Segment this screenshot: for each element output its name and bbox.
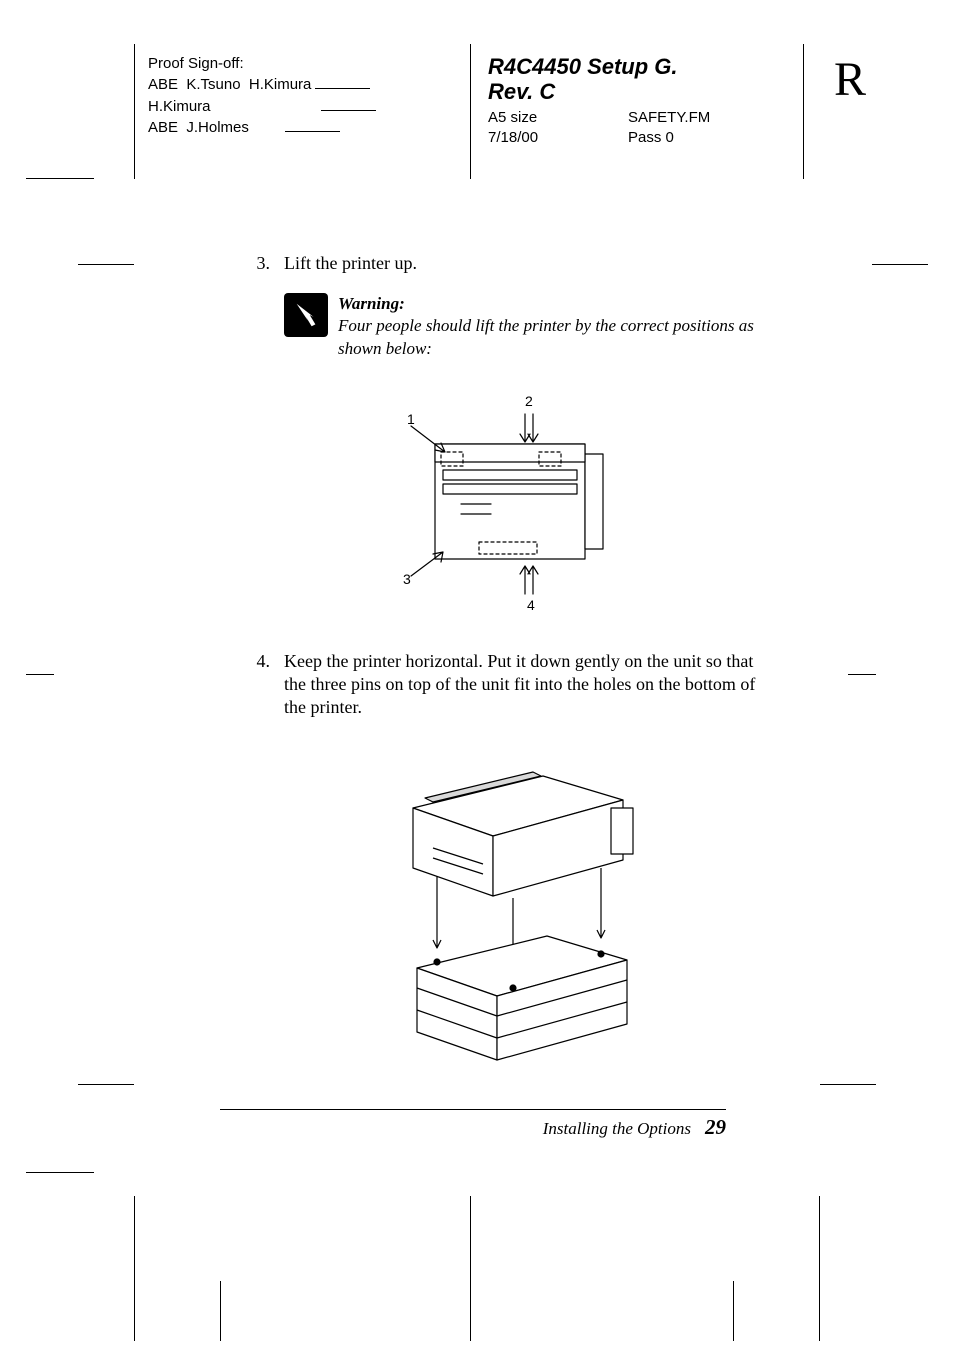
crop-mark [819,1196,820,1341]
proof-signoff-block: Proof Sign-off: ABE K.Tsuno H.Kimura H.K… [148,54,376,138]
page-side-indicator: R [834,52,866,107]
figure1-label-3: 3 [403,571,411,587]
crop-mark [78,1084,134,1085]
warning-label: Warning: [338,294,405,313]
page: Proof Sign-off: ABE K.Tsuno H.Kimura H.K… [0,0,954,1351]
document-title: R4C4450 Setup G. Rev. C [488,54,678,105]
figure-mount-on-unit [248,738,778,1068]
figure1-label-1: 1 [407,411,415,427]
crop-mark [134,1196,135,1341]
crop-mark [470,1196,471,1341]
crop-mark [26,674,54,675]
warning-block: Warning: Four people should lift the pri… [284,293,778,359]
crop-mark [26,1172,94,1173]
crop-mark [872,264,928,265]
meta-date: 7/18/00 [488,128,628,148]
signature-line [315,74,370,89]
step-4: 4. Keep the printer horizontal. Put it d… [248,650,778,720]
step-3: 3. Lift the printer up. [248,252,778,275]
header-divider [470,44,471,179]
proof-line-1: ABE K.Tsuno H.Kimura [148,74,376,95]
crop-mark [848,674,876,675]
step-4-text: Keep the printer horizontal. Put it down… [284,650,778,720]
proof-label: Proof Sign-off: [148,54,376,74]
proof-line-2: H.Kimura [148,96,376,117]
footer-rule [220,1109,726,1110]
document-title-line2: Rev. C [488,79,678,104]
figure1-label-4: 4 [527,597,535,613]
warning-text: Warning: Four people should lift the pri… [338,293,778,359]
crop-mark [220,1281,221,1341]
proof-line-3: ABE J.Holmes [148,117,376,138]
header-divider [134,44,135,179]
footer-section: Installing the Options [543,1119,691,1139]
signature-line [285,117,340,132]
meta-file: SAFETY.FM [628,108,710,128]
meta-size: A5 size [488,108,628,128]
warning-icon [284,293,328,337]
crop-mark [78,264,134,265]
footer-page-number: 29 [705,1115,726,1140]
document-meta: A5 size SAFETY.FM 7/18/00 Pass 0 [488,108,710,147]
signature-line [321,96,376,111]
crop-mark [26,178,94,179]
content-area: 3. Lift the printer up. Warning: Four pe… [248,252,778,1104]
header-divider [803,44,804,179]
warning-body: Four people should lift the printer by t… [338,316,754,357]
document-title-line1: R4C4450 Setup G. [488,54,678,79]
step-3-text: Lift the printer up. [284,252,778,275]
meta-pass: Pass 0 [628,128,674,148]
crop-mark [820,1084,876,1085]
crop-mark [733,1281,734,1341]
step-3-number: 3. [248,252,284,275]
figure-lift-positions: 1 2 3 4 [248,384,778,614]
step-4-number: 4. [248,650,284,720]
page-footer: Installing the Options 29 [248,1115,726,1140]
figure1-label-2: 2 [525,393,533,409]
